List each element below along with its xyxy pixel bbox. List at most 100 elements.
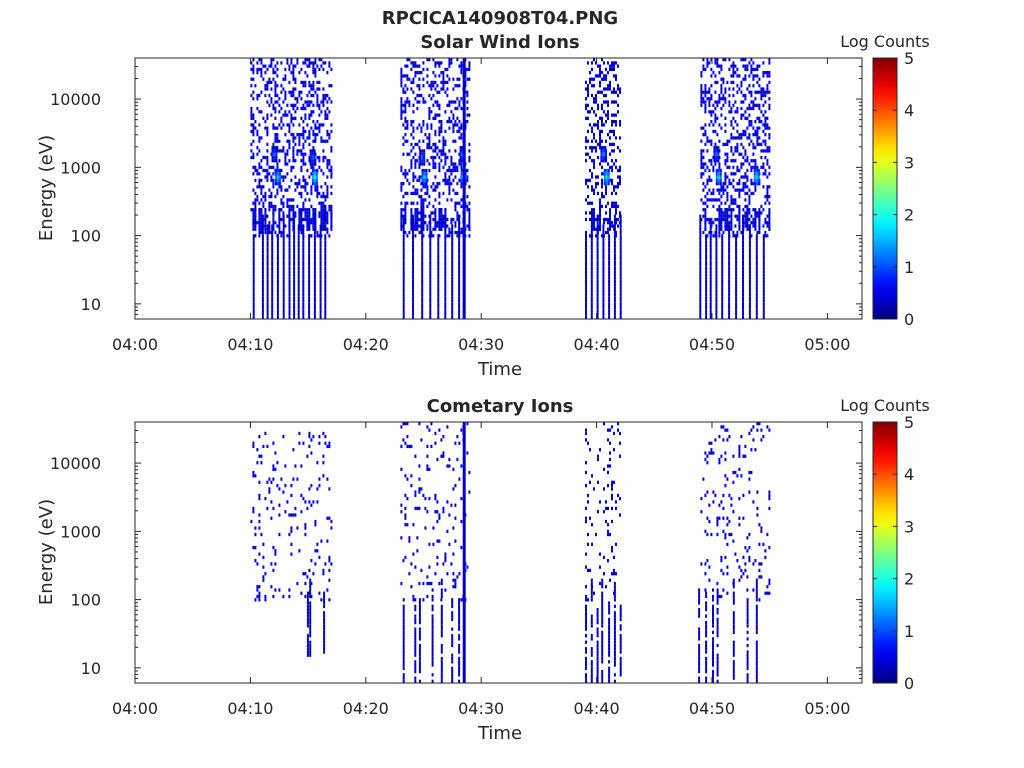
count-cell xyxy=(294,142,297,147)
low-energy-cell xyxy=(282,296,285,300)
count-cell xyxy=(262,195,265,199)
count-cell xyxy=(276,133,279,137)
count-cell xyxy=(312,71,315,75)
count-cell xyxy=(728,110,731,114)
count-cell xyxy=(414,188,417,192)
low-energy-cell xyxy=(319,270,322,274)
count-cell xyxy=(748,162,751,166)
count-cell xyxy=(728,208,731,212)
count-cell xyxy=(700,100,703,104)
count-cell xyxy=(278,532,281,537)
low-energy-cell xyxy=(742,309,744,313)
count-cell xyxy=(402,87,405,91)
low-energy-cell xyxy=(402,643,405,648)
low-energy-cell xyxy=(451,676,454,680)
low-energy-cell xyxy=(421,217,424,222)
count-cell xyxy=(704,87,707,91)
count-cell xyxy=(440,152,443,156)
count-cell xyxy=(282,211,285,215)
count-cell xyxy=(736,67,739,72)
count-cell xyxy=(700,103,703,107)
count-cell xyxy=(322,67,325,72)
count-cell xyxy=(312,64,315,68)
count-cell xyxy=(410,120,413,124)
count-cell xyxy=(418,77,421,81)
count-cell xyxy=(400,227,403,231)
low-energy-cell xyxy=(440,588,443,592)
count-cell xyxy=(316,93,319,98)
count-cell xyxy=(426,126,429,130)
count-cell xyxy=(306,211,309,215)
count-cell xyxy=(714,116,717,120)
count-cell xyxy=(605,74,607,78)
count-cell xyxy=(736,188,739,192)
count-cell xyxy=(262,168,265,173)
low-energy-cell xyxy=(596,640,599,644)
peak-cell xyxy=(757,182,760,186)
low-energy-cell xyxy=(402,283,405,287)
count-cell xyxy=(300,591,303,595)
count-cell xyxy=(300,493,303,498)
count-cell xyxy=(426,581,429,586)
low-energy-cell xyxy=(418,611,421,615)
low-energy-cell xyxy=(282,230,285,235)
count-cell xyxy=(466,106,469,111)
low-energy-cell xyxy=(728,312,731,316)
count-cell xyxy=(418,211,421,215)
count-cell xyxy=(446,529,449,533)
count-cell xyxy=(454,162,457,166)
count-cell xyxy=(328,568,331,573)
count-cell xyxy=(400,536,403,540)
count-cell xyxy=(597,155,599,160)
count-cell xyxy=(268,208,271,212)
low-energy-cell xyxy=(585,299,587,303)
count-cell xyxy=(700,510,703,514)
count-cell xyxy=(422,581,425,586)
count-cell xyxy=(452,123,455,127)
count-cell xyxy=(322,172,325,176)
peak-cell xyxy=(313,155,316,160)
count-cell xyxy=(432,159,435,163)
count-cell xyxy=(428,113,431,117)
count-cell xyxy=(760,142,763,147)
low-energy-cell xyxy=(440,608,443,612)
count-cell xyxy=(700,84,703,88)
count-cell xyxy=(589,480,591,484)
count-cell xyxy=(456,123,459,127)
count-cell xyxy=(768,201,771,205)
low-energy-cell xyxy=(602,260,605,264)
low-energy-cell xyxy=(742,302,744,306)
count-cell xyxy=(468,61,471,65)
low-energy-cell xyxy=(421,234,424,238)
count-cell xyxy=(720,221,723,225)
count-cell xyxy=(448,227,451,231)
low-energy-cell xyxy=(414,663,417,667)
count-cell xyxy=(404,422,407,426)
count-cell xyxy=(264,598,267,602)
count-cell xyxy=(607,201,609,205)
count-cell xyxy=(452,139,455,143)
count-cell xyxy=(294,116,297,120)
low-energy-cell xyxy=(602,247,605,251)
count-cell xyxy=(418,224,421,228)
count-cell xyxy=(430,110,433,114)
count-cell xyxy=(446,120,449,124)
count-cell xyxy=(434,185,437,189)
count-cell xyxy=(302,217,305,222)
count-cell xyxy=(254,559,257,563)
count-cell xyxy=(613,448,615,452)
count-cell xyxy=(617,422,619,426)
count-cell xyxy=(320,100,323,104)
low-energy-cell xyxy=(748,253,751,258)
low-energy-cell xyxy=(282,240,285,244)
low-energy-cell xyxy=(252,273,255,277)
low-energy-cell xyxy=(748,263,751,267)
count-cell xyxy=(611,159,613,163)
count-cell xyxy=(432,165,435,169)
count-cell xyxy=(702,64,705,68)
count-cell xyxy=(617,64,619,68)
low-energy-cell xyxy=(585,608,587,612)
count-cell xyxy=(306,93,309,98)
count-cell xyxy=(406,64,409,68)
low-energy-cell xyxy=(319,315,322,319)
